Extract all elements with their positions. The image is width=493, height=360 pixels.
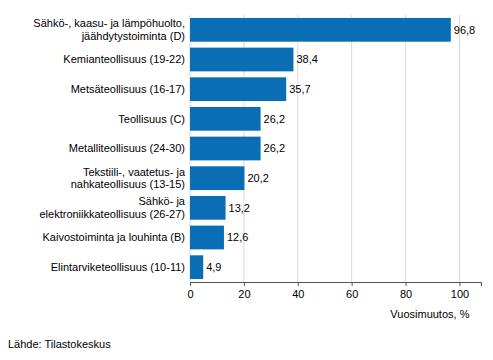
y-tick: Sähkö-, kaasu- ja lämpöhuolto,jäähdytyst… xyxy=(33,17,185,42)
data-label: 12,6 xyxy=(227,231,248,243)
y-tick: Metsäteollisuus (16-17) xyxy=(71,83,185,95)
y-axis: Sähkö-, kaasu- ja lämpöhuolto,jäähdytyst… xyxy=(33,17,186,273)
x-tick-label: 0 xyxy=(187,288,193,300)
x-tick-label: 60 xyxy=(346,288,358,300)
y-tick-label: Tekstiili-, vaatetus- janahkateollisuus … xyxy=(71,166,186,191)
data-label: 26,2 xyxy=(264,113,285,125)
y-tick-label: Sähkö- jaelektroniikkateollisuus (26-27) xyxy=(39,195,185,220)
bar xyxy=(190,255,203,279)
x-tick: 20 xyxy=(238,282,250,300)
plot: 96,8 38,4 35,7 26,2 26,2 20,2 13,2 12,6 4,9 0 20 40… xyxy=(33,15,481,300)
bar xyxy=(190,77,286,101)
x-tick-label: 100 xyxy=(451,288,469,300)
bar xyxy=(190,166,244,190)
x-tick-mark xyxy=(298,282,299,286)
x-tick-label: 80 xyxy=(400,288,412,300)
y-tick-label: Elintarviketeollisuus (10-11) xyxy=(51,261,185,273)
x-tick: 80 xyxy=(400,282,412,300)
x-tick-mark xyxy=(190,282,191,286)
x-axis-title: Vuosimuutos, % xyxy=(390,308,469,320)
x-tick-mark xyxy=(352,282,353,286)
bar xyxy=(190,196,226,220)
x-tick-label: 40 xyxy=(292,288,304,300)
data-label: 4,9 xyxy=(206,261,221,273)
grid xyxy=(190,15,459,282)
y-tick-label: Metalliteollisuus (24-30) xyxy=(69,142,185,154)
x-tick-label: 20 xyxy=(238,288,250,300)
x-tick-mark xyxy=(406,282,407,286)
bar xyxy=(190,107,261,131)
x-tick: 0 xyxy=(187,282,193,300)
data-label: 35,7 xyxy=(289,83,310,95)
x-tick-mark xyxy=(459,282,460,286)
y-tick: Sähkö- jaelektroniikkateollisuus (26-27) xyxy=(39,195,185,220)
data-label: 96,8 xyxy=(454,24,475,36)
bar xyxy=(190,18,451,42)
y-tick-label: Sähkö-, kaasu- ja lämpöhuolto,jäähdytyst… xyxy=(33,17,185,42)
y-tick: Kemianteollisuus (19-22) xyxy=(63,53,185,65)
y-tick-label: Teollisuus (C) xyxy=(118,113,185,125)
x-tick: 60 xyxy=(346,282,358,300)
source: Lähde: Tilastokeskus xyxy=(8,338,111,350)
bar xyxy=(190,226,224,250)
x-tick: 40 xyxy=(292,282,304,300)
y-tick: Tekstiili-, vaatetus- janahkateollisuus … xyxy=(71,166,186,191)
x-tick-mark xyxy=(244,282,245,286)
grid-line xyxy=(405,15,406,282)
y-tick-label: Kemianteollisuus (19-22) xyxy=(63,53,185,65)
data-label: 38,4 xyxy=(296,53,317,65)
x-tick: 100 xyxy=(451,282,469,300)
bar xyxy=(190,48,293,72)
x-axis: 0 20 40 60 80 100 xyxy=(187,282,481,300)
y-tick: Kaivostoiminta ja louhinta (B) xyxy=(43,231,185,243)
y-tick: Metalliteollisuus (24-30) xyxy=(69,142,185,154)
chart: 96,8 38,4 35,7 26,2 26,2 20,2 13,2 12,6 4,9 0 20 40… xyxy=(0,0,493,360)
data-label: 26,2 xyxy=(264,142,285,154)
data-labels: 96,8 38,4 35,7 26,2 26,2 20,2 13,2 12,6 4,9 xyxy=(206,24,475,273)
bar xyxy=(190,137,261,161)
data-label: 20,2 xyxy=(247,172,268,184)
data-label: 13,2 xyxy=(229,202,250,214)
y-tick-label: Kaivostoiminta ja louhinta (B) xyxy=(43,231,185,243)
grid-line xyxy=(351,15,352,282)
x-axis-line xyxy=(191,283,482,287)
y-tick: Teollisuus (C) xyxy=(118,113,185,125)
grid-line xyxy=(459,15,460,282)
y-tick: Elintarviketeollisuus (10-11) xyxy=(51,261,185,273)
y-tick-label: Metsäteollisuus (16-17) xyxy=(71,83,185,95)
bars xyxy=(190,18,451,279)
